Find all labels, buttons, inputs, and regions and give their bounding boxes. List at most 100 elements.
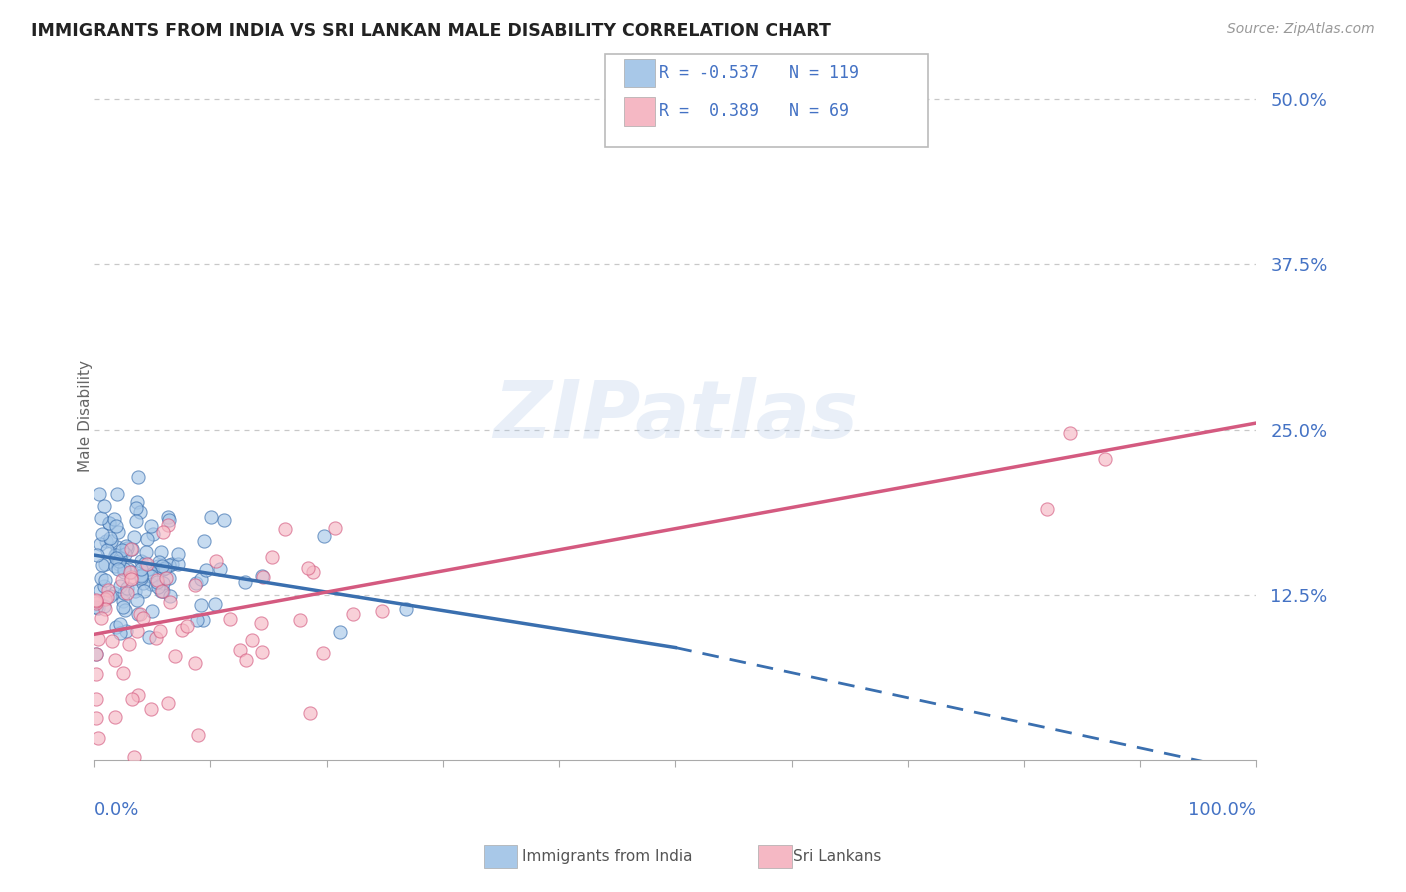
Point (118, 637, 141, 651)
Point (228, 642, 250, 657)
Point (395, 602, 418, 616)
Point (323, 521, 346, 535)
Point (122, 530, 145, 544)
Point (157, 571, 180, 585)
Point (117, 562, 139, 576)
Point (302, 565, 325, 579)
Point (121, 565, 143, 579)
Point (90, 558, 112, 573)
Point (150, 584, 173, 599)
Point (312, 529, 335, 543)
Text: 0.0%: 0.0% (94, 801, 139, 819)
Point (96, 591, 118, 605)
Point (104, 653, 127, 667)
Point (141, 603, 163, 617)
Point (134, 556, 156, 570)
Point (98, 516, 121, 530)
Point (97, 583, 120, 598)
Point (115, 542, 138, 557)
Point (93, 500, 115, 514)
Point (274, 522, 297, 536)
Point (371, 604, 394, 618)
Point (329, 625, 352, 640)
Text: Sri Lankans: Sri Lankans (793, 849, 882, 863)
Point (120, 572, 142, 586)
Point (124, 584, 146, 599)
Point (165, 648, 187, 663)
Point (212, 513, 235, 527)
Point (152, 583, 174, 598)
Point (115, 540, 138, 554)
Point (86, 692, 108, 706)
Point (252, 570, 274, 584)
Point (128, 505, 150, 519)
Point (152, 562, 174, 576)
Point (288, 613, 311, 627)
Text: IMMIGRANTS FROM INDIA VS SRI LANKAN MALE DISABILITY CORRELATION CHART: IMMIGRANTS FROM INDIA VS SRI LANKAN MALE… (31, 22, 831, 40)
Point (117, 586, 139, 600)
Point (142, 527, 165, 541)
Point (121, 541, 143, 556)
Point (100, 533, 122, 548)
Point (129, 568, 152, 582)
Point (87, 731, 110, 746)
Point (129, 562, 152, 576)
Point (108, 551, 131, 566)
Point (159, 589, 181, 603)
Point (127, 470, 149, 484)
Point (208, 562, 231, 576)
Point (124, 750, 146, 764)
Point (141, 519, 163, 533)
Point (250, 645, 273, 659)
Text: 100.0%: 100.0% (1188, 801, 1257, 819)
Point (89, 537, 111, 551)
Point (152, 559, 174, 574)
Point (1094, 452, 1116, 467)
Point (89, 582, 111, 597)
Point (184, 578, 207, 592)
Point (155, 571, 177, 585)
Point (148, 555, 170, 569)
Point (205, 554, 228, 568)
Point (93, 599, 115, 614)
Point (107, 524, 129, 539)
Point (98, 531, 121, 545)
Point (146, 574, 169, 589)
Point (297, 560, 319, 574)
Point (101, 633, 124, 648)
Point (86, 548, 108, 562)
Point (1059, 425, 1081, 440)
Point (242, 632, 264, 647)
Point (132, 610, 155, 624)
Point (112, 565, 135, 579)
Point (1036, 502, 1059, 516)
Point (107, 561, 129, 575)
Point (112, 585, 135, 599)
Point (108, 616, 131, 631)
Point (260, 549, 283, 564)
Point (135, 545, 157, 559)
Point (342, 607, 364, 621)
Point (138, 562, 160, 576)
Point (233, 574, 256, 589)
Point (93, 579, 115, 593)
Point (132, 576, 155, 591)
Point (127, 607, 149, 622)
Point (127, 688, 149, 702)
Point (149, 624, 172, 638)
Point (157, 513, 180, 527)
Point (94, 592, 117, 607)
Point (176, 619, 198, 633)
Point (138, 630, 160, 644)
Point (114, 603, 136, 617)
Point (120, 541, 142, 556)
Point (125, 592, 148, 607)
Point (86, 648, 108, 662)
Point (156, 510, 179, 524)
Point (299, 706, 322, 720)
Point (86, 667, 108, 681)
Point (107, 553, 129, 567)
Point (118, 565, 141, 579)
Point (105, 487, 128, 501)
Point (94, 558, 117, 572)
